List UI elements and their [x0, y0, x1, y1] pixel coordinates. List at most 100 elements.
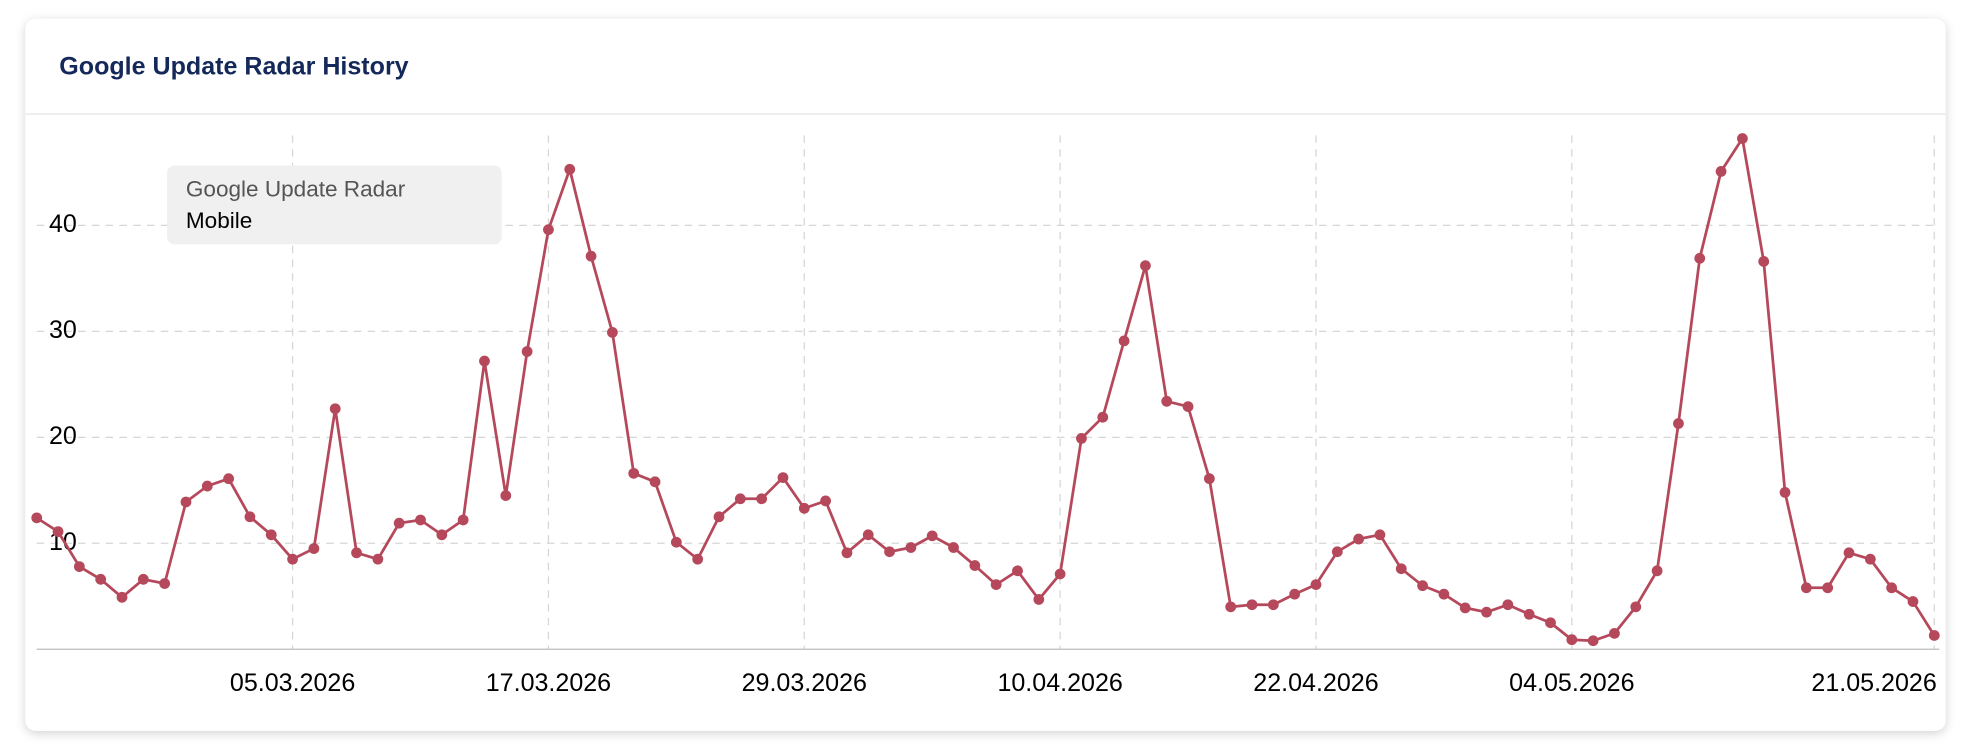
data-point: [628, 467, 640, 479]
series-line: [35, 137, 1936, 643]
data-point: [1118, 335, 1130, 347]
data-point: [1140, 260, 1151, 272]
data-point: [564, 163, 576, 175]
data-point: [1651, 565, 1663, 577]
data-point: [1609, 627, 1620, 639]
data-point: [1353, 533, 1365, 545]
data-point: [1161, 395, 1173, 407]
data-point: [1886, 582, 1898, 594]
data-point: [372, 553, 384, 565]
legend-title: Google Update Radar: [186, 176, 406, 201]
data-point: [415, 514, 426, 526]
data-point: [756, 493, 768, 505]
legend-box: [167, 165, 502, 245]
data-point: [969, 560, 981, 571]
data-point: [1246, 599, 1258, 611]
data-point: [457, 514, 469, 526]
data-point: [521, 346, 533, 357]
data-point: [479, 355, 490, 367]
y-tick-label: 40: [49, 210, 77, 238]
data-point: [607, 327, 618, 338]
data-point: [713, 511, 725, 523]
data-point: [862, 529, 874, 541]
data-point: [1928, 630, 1940, 641]
data-point: [543, 224, 554, 236]
data-point: [948, 542, 959, 553]
data-point: [1800, 582, 1812, 594]
data-point: [585, 250, 597, 262]
data-point: [1907, 596, 1919, 607]
data-point: [777, 472, 789, 483]
data-point: [1097, 411, 1109, 423]
data-point: [1630, 601, 1642, 613]
data-point: [159, 578, 171, 589]
data-point: [1076, 432, 1087, 444]
data-point: [1737, 133, 1748, 144]
data-point: [1310, 579, 1322, 590]
data-point: [798, 502, 810, 514]
data-point: [1587, 635, 1599, 647]
data-point: [223, 473, 235, 485]
data-point: [1417, 580, 1428, 592]
data-point: [1331, 546, 1343, 558]
data-point: [1779, 487, 1791, 498]
data-point: [1523, 608, 1535, 620]
data-point: [73, 561, 85, 572]
data-point: [990, 579, 1002, 590]
y-tick-label: 30: [49, 316, 77, 344]
data-point: [1225, 601, 1237, 613]
data-point: [244, 511, 256, 523]
data-point: [1758, 256, 1770, 267]
data-point: [393, 517, 405, 529]
data-point: [137, 573, 149, 585]
data-point: [116, 591, 128, 603]
data-point: [1843, 547, 1855, 559]
data-point: [52, 526, 64, 538]
data-point: [1673, 418, 1684, 429]
data-point: [1481, 606, 1492, 618]
data-point: [1203, 473, 1215, 485]
data-point: [1566, 634, 1578, 646]
data-point: [1545, 617, 1556, 629]
data-point: [308, 543, 320, 554]
y-tick-label: 20: [49, 422, 77, 450]
data-point: [1715, 165, 1727, 177]
data-point: [201, 480, 213, 492]
x-tick-label: 10.04.2026: [997, 669, 1122, 697]
data-point: [95, 573, 107, 585]
data-point: [820, 495, 831, 507]
data-point: [1289, 588, 1301, 600]
data-point: [649, 476, 661, 488]
data-point: [1182, 401, 1194, 412]
x-tick-label: 21.05.2026: [1811, 669, 1936, 697]
chart-title: Google Update Radar History: [59, 52, 408, 80]
data-point: [31, 512, 43, 524]
data-point: [1033, 594, 1045, 605]
data-point: [905, 542, 917, 553]
data-point: [1267, 599, 1279, 611]
data-point: [1822, 582, 1834, 594]
x-tick-label: 29.03.2026: [742, 669, 867, 697]
data-point: [436, 529, 448, 541]
data-point: [329, 403, 341, 415]
data-point: [1864, 553, 1876, 565]
data-point: [287, 553, 298, 565]
x-tick-label: 22.04.2026: [1253, 669, 1378, 697]
data-point: [1459, 602, 1471, 614]
data-point: [1694, 252, 1706, 264]
data-point: [670, 536, 682, 548]
data-point: [1054, 568, 1066, 580]
card: [25, 18, 1946, 731]
data-point: [734, 493, 746, 505]
data-point: [351, 547, 362, 559]
data-point: [500, 490, 512, 501]
data-point: [1374, 529, 1386, 541]
data-point: [884, 546, 895, 558]
data-point: [692, 553, 704, 565]
data-point: [841, 547, 853, 559]
legend-entry: Mobile: [186, 208, 252, 233]
data-point: [1502, 599, 1514, 611]
data-point: [1012, 565, 1023, 577]
data-point: [265, 529, 277, 541]
